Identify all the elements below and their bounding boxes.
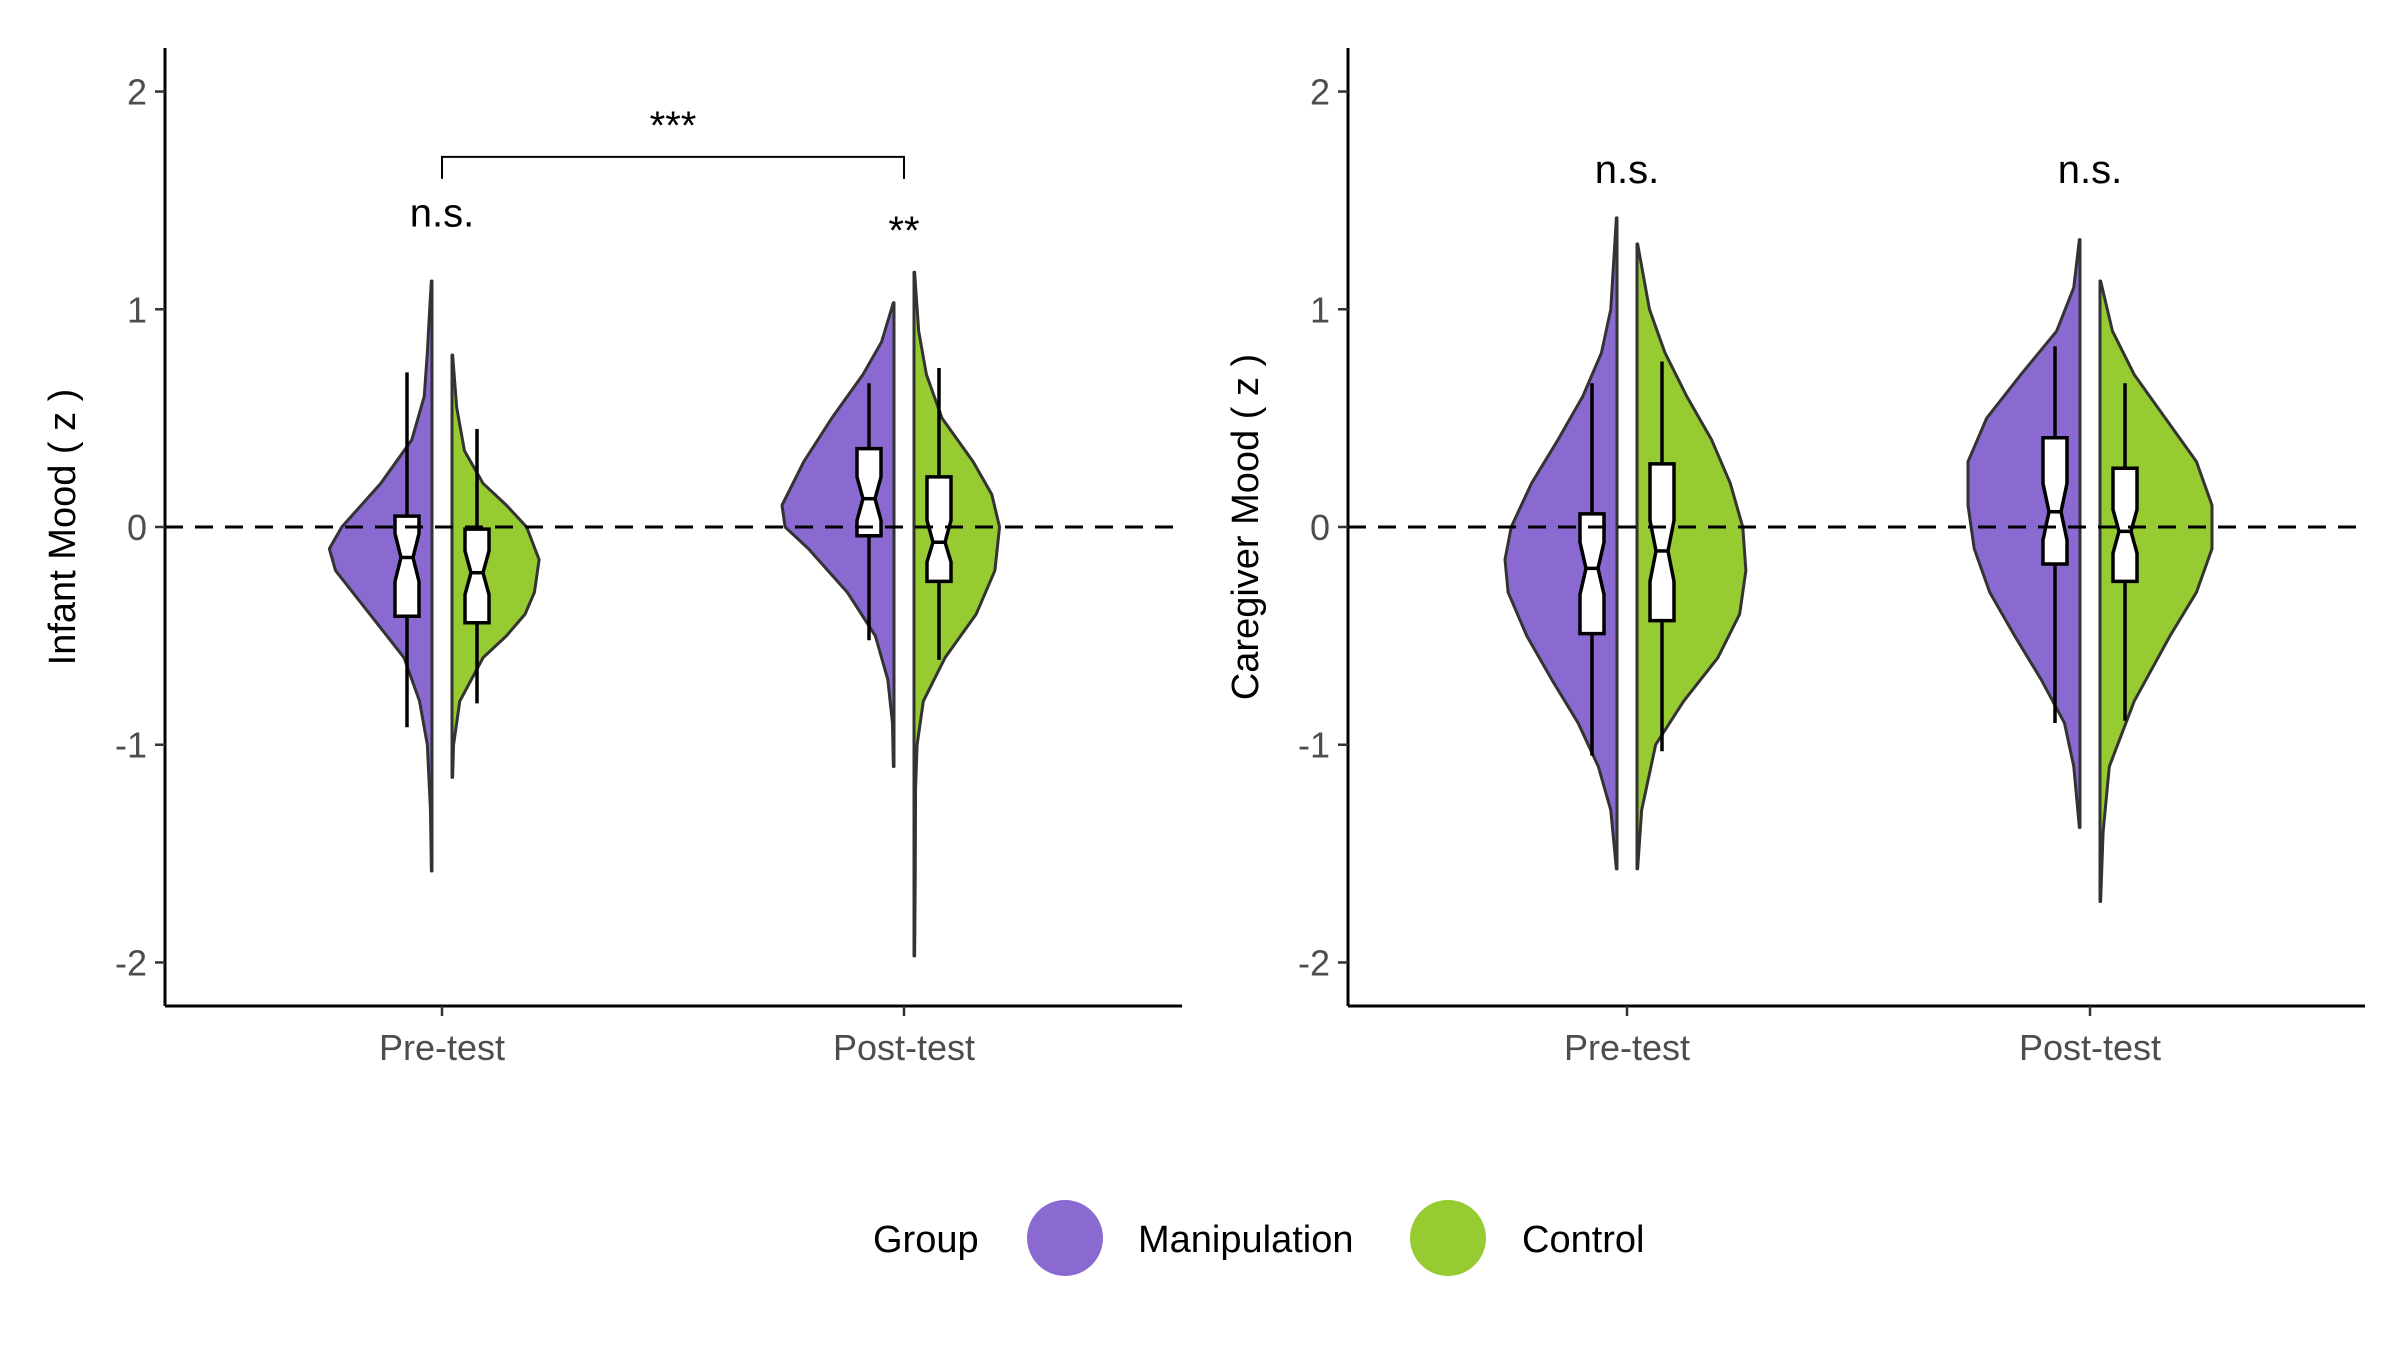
y-tick-label: 1 [1310,289,1330,330]
violin-control-post-test [912,270,1002,958]
notched-box [1578,512,1606,636]
y-axis-title: Infant Mood ( z ) [42,389,84,666]
violin-control-pre-test [450,353,541,779]
significance-label: ** [888,209,919,253]
x-tick-label: Pre-test [379,1027,505,1068]
legend-title: Group [873,1219,979,1261]
infant-mood-panel: -2 -1 0 1 2 Pre-test Post-test Infant Mood ( z … [42,48,1182,1068]
y-tick-label: 2 [127,72,147,113]
bracket-significance-label: *** [650,104,697,148]
violin-manipulation-pre-test [1503,216,1619,871]
y-tick-label: 0 [127,507,147,548]
y-tick-label: 1 [127,289,147,330]
legend-label-control: Control [1522,1219,1645,1261]
violin-manipulation-pre-test [327,279,434,873]
legend-swatch-control [1410,1200,1486,1276]
notched-box [1648,462,1676,623]
legend-label-manipulation: Manipulation [1138,1219,1353,1261]
y-tick-label: -2 [115,942,147,983]
y-tick-label: -1 [115,725,147,766]
legend-swatch-manipulation [1027,1200,1103,1276]
x-tick-label: Pre-test [1564,1027,1690,1068]
significance-label: n.s. [2058,148,2122,192]
y-tick-label: -1 [1298,725,1330,766]
notched-box [393,514,421,619]
significance-label: n.s. [410,192,474,236]
violin-manipulation-post-test [1966,238,2082,829]
notched-box [855,446,883,538]
notched-box [2111,466,2139,584]
significance-label: n.s. [1595,148,1659,192]
violin-control-post-test [2098,279,2214,903]
notched-box [2041,435,2069,566]
y-axis-title: Caregiver Mood ( z ) [1225,354,1267,700]
violin-manipulation-post-test [780,301,896,768]
caregiver-mood-panel: -2 -1 0 1 2 Pre-test Post-test Caregiver Mood (… [1225,48,2365,1068]
notched-box [925,475,953,584]
x-tick-label: Post-test [2019,1027,2161,1068]
comparison-bracket [441,155,905,179]
x-tick-label: Post-test [833,1027,975,1068]
notched-box [463,527,491,625]
y-tick-label: 0 [1310,507,1330,548]
y-tick-label: -2 [1298,942,1330,983]
y-tick-label: 2 [1310,72,1330,113]
legend: Group Manipulation Control [873,1200,1645,1276]
